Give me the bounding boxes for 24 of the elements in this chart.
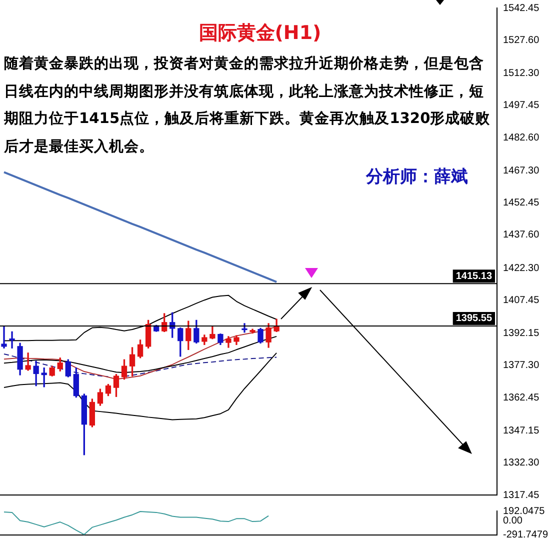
y-tick-label: 1362.45 bbox=[503, 392, 540, 404]
y-tick-label: 1467.30 bbox=[503, 165, 540, 176]
y-tick-label: 1317.45 bbox=[503, 490, 540, 501]
y-tick-label: -291.7479 bbox=[503, 529, 548, 540]
y-tick-label: 1377.30 bbox=[503, 360, 540, 372]
y-tick-label: 1497.45 bbox=[503, 100, 540, 112]
y-tick-label: 1332.30 bbox=[503, 458, 540, 469]
y-tick-label: 0.00 bbox=[503, 515, 523, 526]
y-tick-label: 192.0475 bbox=[503, 506, 546, 518]
y-tick-label: 1347.15 bbox=[503, 425, 540, 436]
ref-line-label: 1415.13 bbox=[456, 270, 492, 282]
y-tick-label: 1407.45 bbox=[503, 294, 540, 306]
y-tick-label: 1512.30 bbox=[503, 68, 540, 80]
ref-line-label: 1395.55 bbox=[456, 313, 492, 324]
y-tick-label: 1392.15 bbox=[503, 328, 540, 340]
text: 国际黄金(H1) bbox=[198, 22, 322, 44]
y-tick-label: 1482.60 bbox=[503, 132, 540, 144]
y-tick-label: 1422.30 bbox=[503, 262, 540, 274]
y-tick-label: 1527.60 bbox=[503, 34, 540, 46]
y-tick-label: 1452.45 bbox=[503, 198, 540, 209]
y-tick-label: 1542.45 bbox=[503, 2, 540, 14]
y-tick-label: 1437.60 bbox=[503, 230, 540, 241]
annotation: 随着黄金暴跌的出现，投资者对黄金的需求拉升近期价格走势，但是包含日线在内的中线周期图形并没有筑底体现，此轮上涨意为技术性修正，短期阻力位于1415点位，触及后将重新下跌。黄金再次触及1320形成破败后才是最佳买入机会。 bbox=[4, 54, 492, 156]
text: 分析师：薛斌 bbox=[366, 166, 468, 188]
